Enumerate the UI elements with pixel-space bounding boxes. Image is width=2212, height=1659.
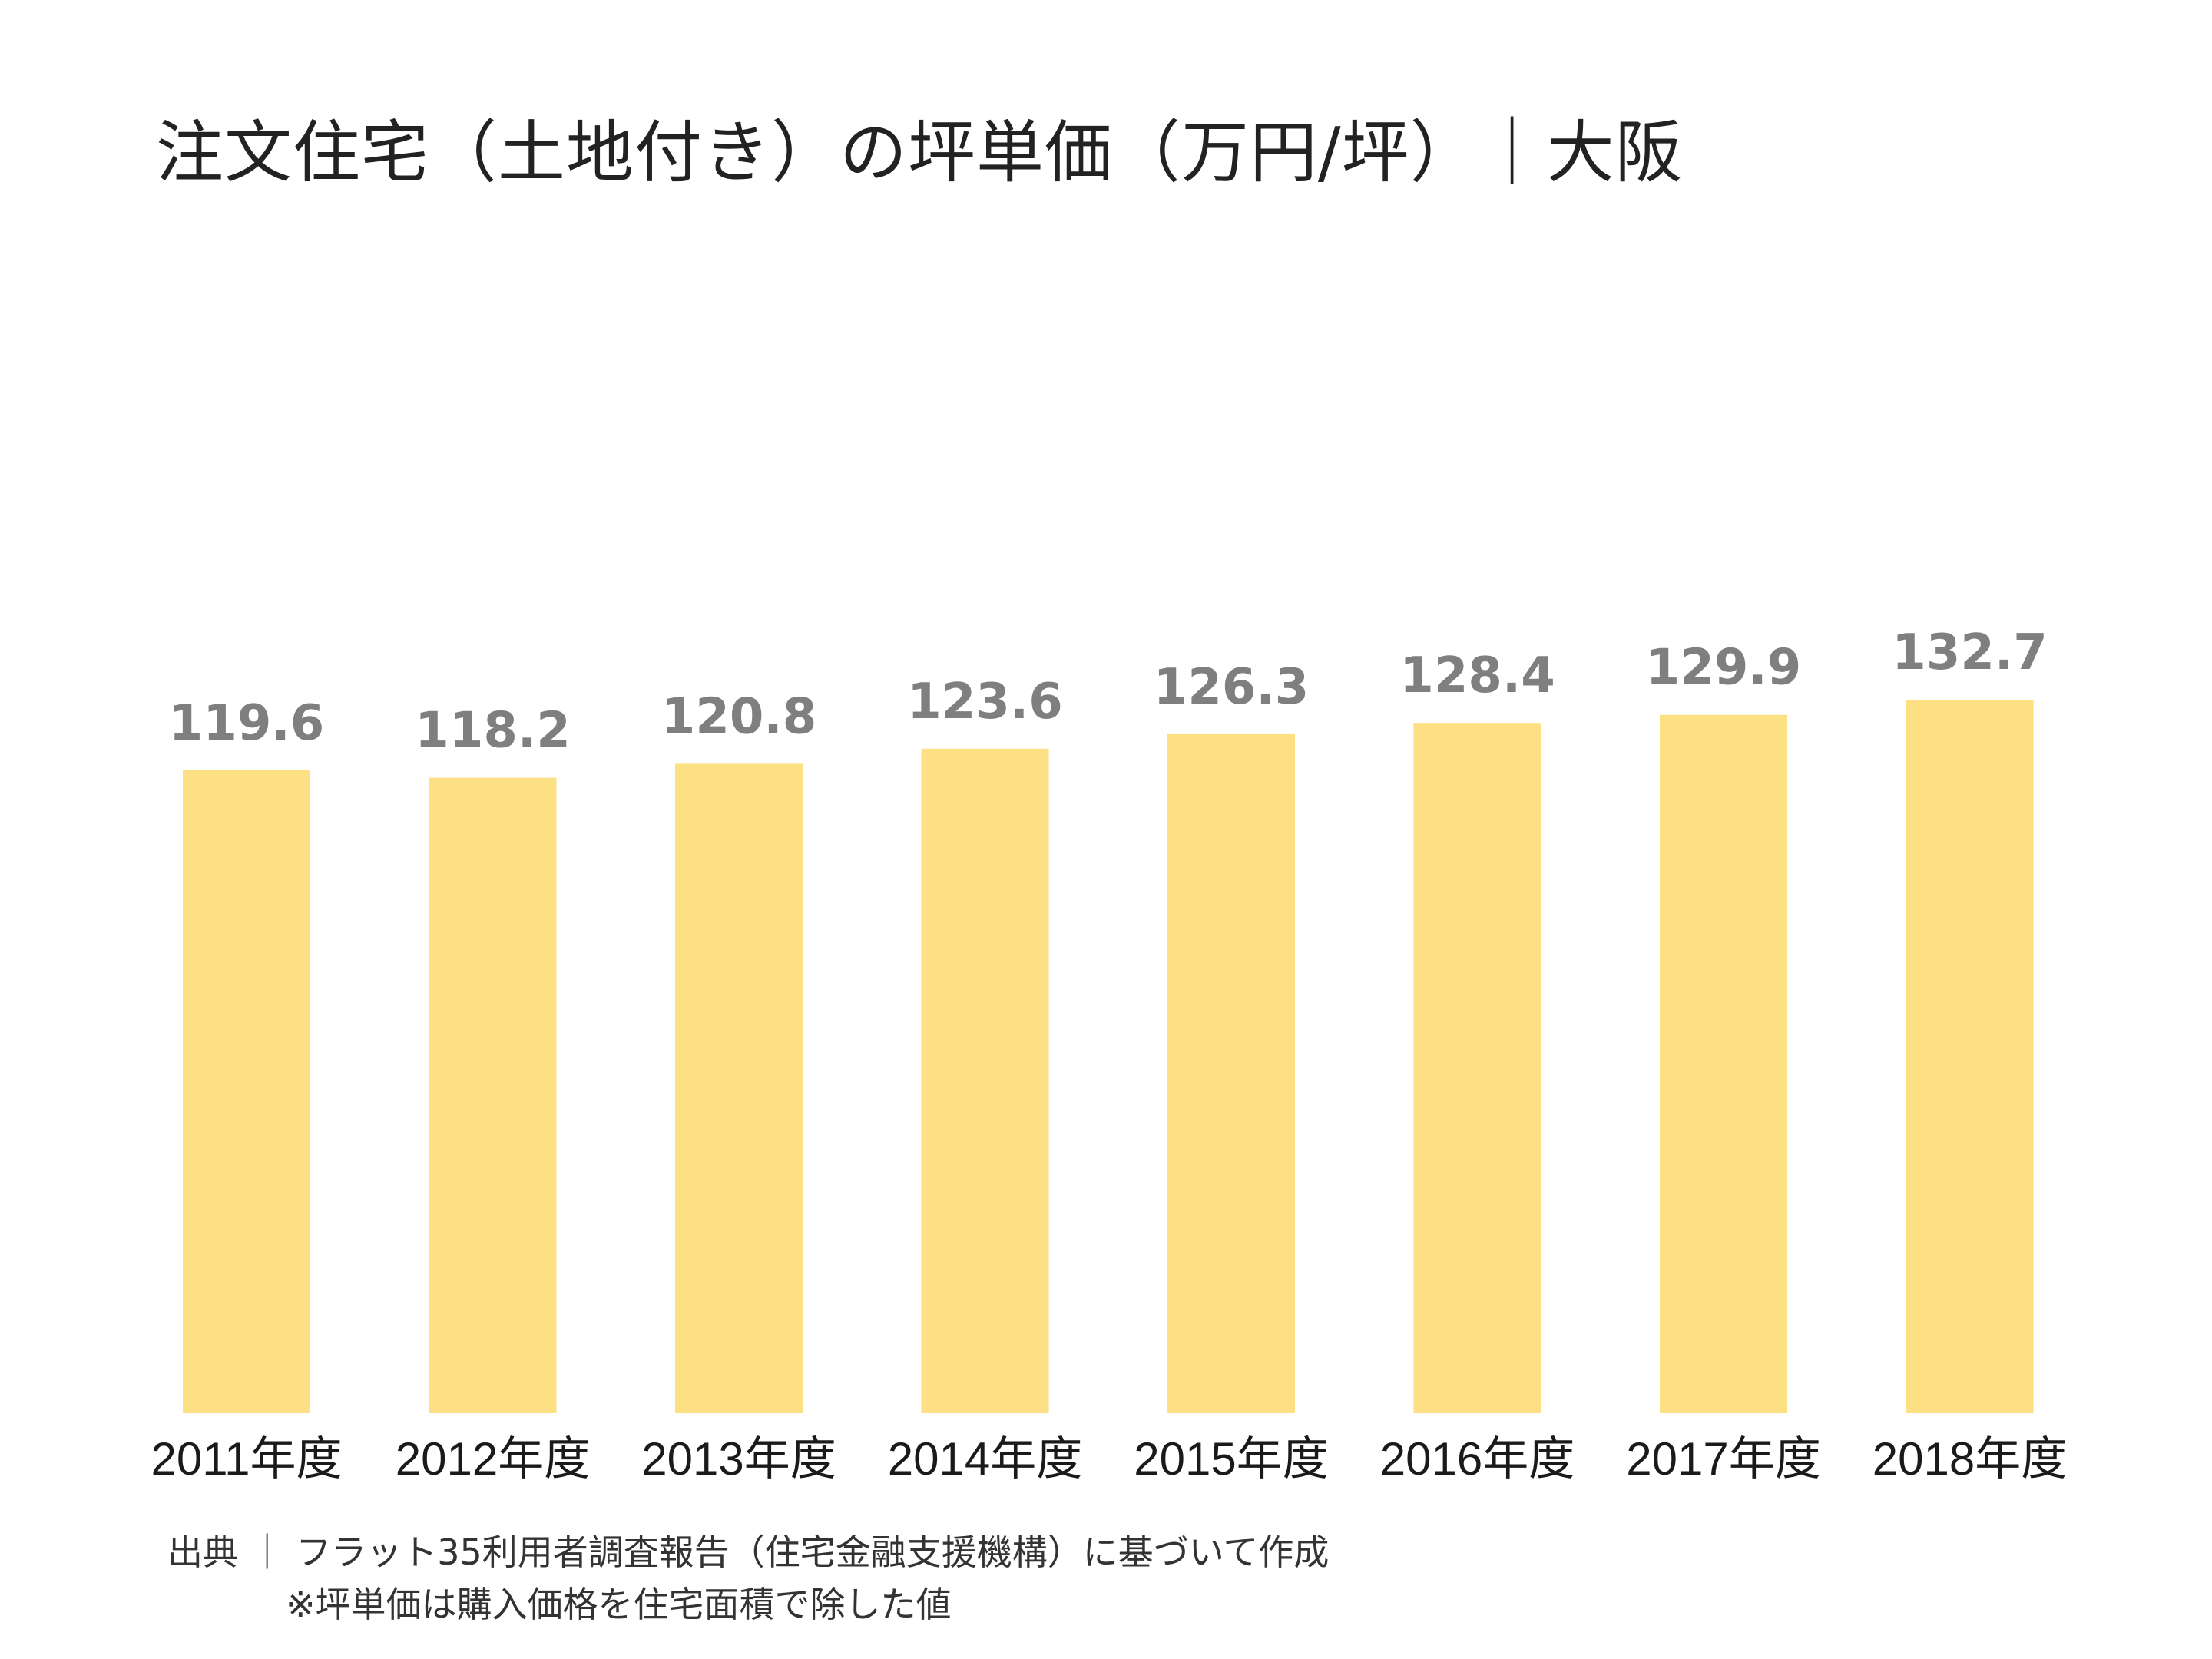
- bar-2013年度: [675, 763, 803, 1413]
- source-note: 出典 ｜ フラット35利用者調査報告（住宅金融支援機構）に基づいて作成: [167, 1532, 1330, 1573]
- x-tick-label: 2014年度: [888, 1433, 1082, 1485]
- x-tick-label: 2013年度: [641, 1433, 836, 1485]
- definition-note: ※坪単価は購入価格を住宅面積で除した値: [286, 1584, 952, 1625]
- bar-value-label: 120.8: [661, 688, 816, 745]
- bar-value-label: 123.6: [907, 674, 1062, 730]
- x-tick-label: 2011年度: [151, 1433, 342, 1485]
- bar-value-label: 129.9: [1646, 640, 1801, 697]
- x-tick-label: 2012年度: [396, 1433, 590, 1485]
- bar-2016年度: [1413, 723, 1541, 1413]
- bar-value-label: 128.4: [1399, 647, 1555, 704]
- bar-value-label: 132.7: [1892, 624, 2047, 681]
- bar-2018年度: [1906, 700, 2034, 1413]
- bar-2012年度: [429, 777, 557, 1413]
- x-tick-label: 2016年度: [1380, 1433, 1575, 1485]
- bar-2011年度: [183, 770, 310, 1413]
- bar-2015年度: [1167, 733, 1295, 1413]
- bar-2017年度: [1660, 714, 1787, 1413]
- chart-title: 注文住宅（土地付き）の坪単価（万円/坪）｜大阪: [156, 113, 1684, 192]
- x-tick-label: 2017年度: [1626, 1433, 1820, 1485]
- bar-2014年度: [921, 748, 1049, 1413]
- x-tick-label: 2018年度: [1873, 1433, 2067, 1485]
- bar-value-label: 119.6: [169, 695, 324, 752]
- bar-value-label: 126.3: [1154, 659, 1309, 716]
- bar-value-label: 118.2: [415, 703, 570, 760]
- x-tick-label: 2015年度: [1134, 1433, 1328, 1485]
